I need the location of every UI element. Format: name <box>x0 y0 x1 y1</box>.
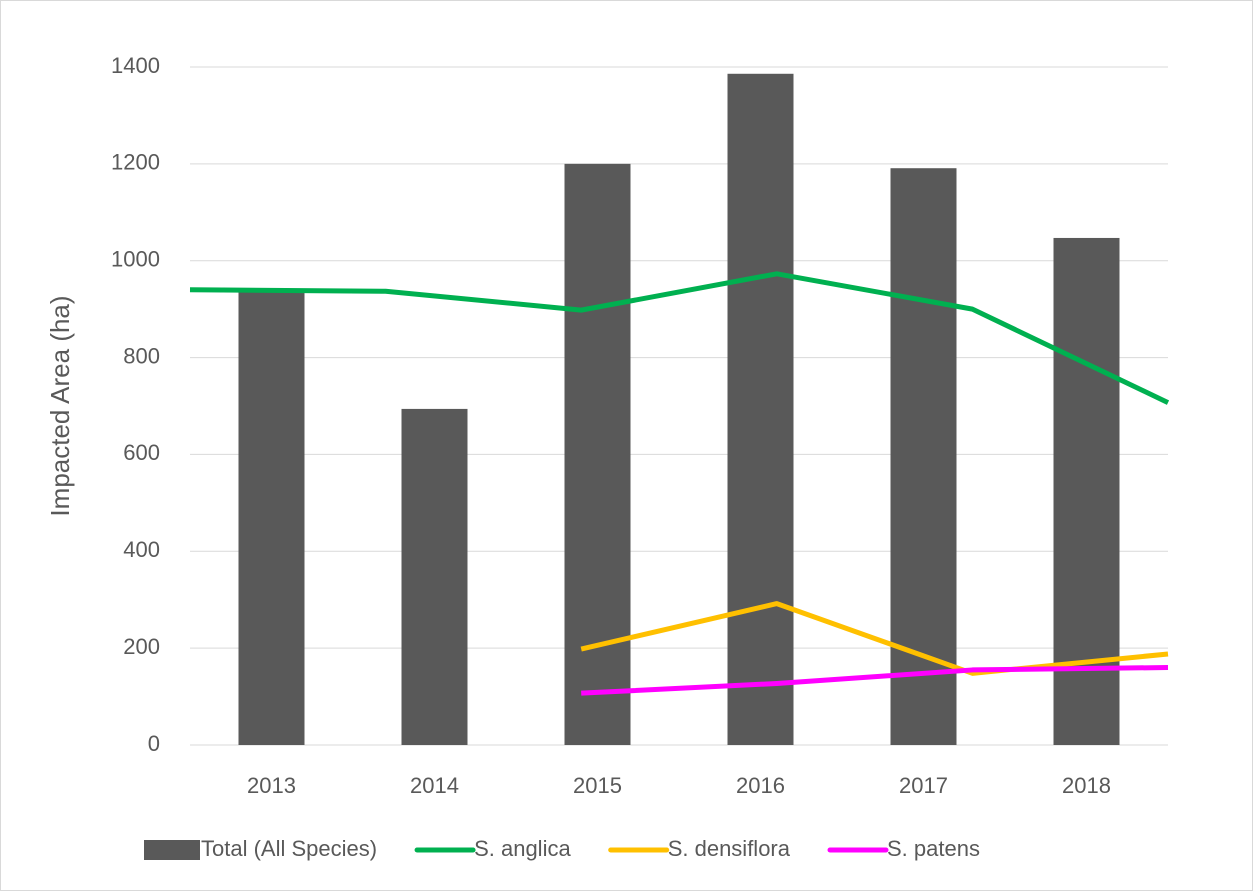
x-tick-label: 2016 <box>736 773 785 798</box>
y-tick-label: 600 <box>123 440 160 465</box>
y-tick-label: 1000 <box>111 247 160 272</box>
bar <box>401 408 468 745</box>
y-tick-label: 0 <box>148 731 160 756</box>
line <box>580 601 1169 676</box>
bar <box>238 291 305 745</box>
y-axis-title: Impacted Area (ha) <box>45 295 75 516</box>
y-tick-label: 400 <box>123 537 160 562</box>
legend-label: Total (All Species) <box>201 836 377 861</box>
x-tick-label: 2017 <box>899 773 948 798</box>
legend-label: S. patens <box>887 836 980 861</box>
legend-label: S. anglica <box>474 836 571 861</box>
line <box>581 665 1169 696</box>
line <box>189 271 1170 405</box>
y-tick-label: 1200 <box>111 150 160 175</box>
x-tick-label: 2014 <box>410 773 459 798</box>
x-tick-label: 2013 <box>247 773 296 798</box>
x-tick-label: 2015 <box>573 773 622 798</box>
y-tick-label: 800 <box>123 343 160 368</box>
y-tick-label: 1400 <box>111 53 160 78</box>
y-tick-label: 200 <box>123 634 160 659</box>
x-tick-label: 2018 <box>1062 773 1111 798</box>
legend-label: S. densiflora <box>668 836 791 861</box>
legend-swatch <box>144 840 200 860</box>
bar <box>727 73 794 745</box>
bar <box>564 163 631 745</box>
